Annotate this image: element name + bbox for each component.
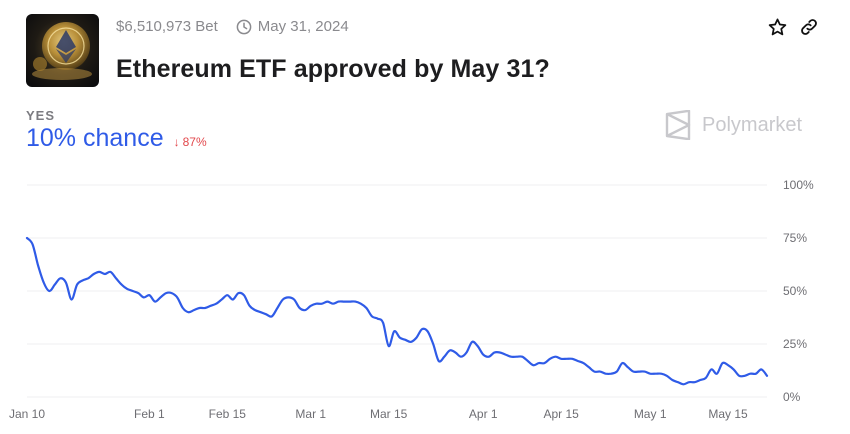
x-tick-label: Jan 10: [9, 407, 45, 421]
polymarket-logo-icon: [665, 110, 691, 140]
chance-row: 10% chance ↓ 87%: [26, 124, 207, 153]
brand-name: Polymarket: [702, 113, 803, 136]
end-date-text: May 31, 2024: [257, 18, 349, 35]
market-title: Ethereum ETF approved by May 31?: [116, 55, 550, 83]
x-tick-label: May 1: [634, 407, 667, 421]
ethereum-coin-icon: [26, 14, 99, 87]
x-tick-label: Feb 1: [134, 407, 165, 421]
clock-icon: [236, 19, 252, 34]
x-tick-label: Mar 1: [295, 407, 326, 421]
market-meta: $6,510,973 Bet May 31, 2024: [116, 18, 349, 35]
change-badge: ↓ 87%: [174, 135, 207, 149]
bookmark-button[interactable]: [766, 16, 788, 38]
brand-watermark: Polymarket: [664, 110, 802, 140]
market-thumbnail: [26, 14, 99, 87]
x-tick-label: Feb 15: [209, 407, 247, 421]
series-line: [25, 236, 769, 386]
arrow-down-icon: ↓: [173, 135, 180, 149]
x-tick-label: Apr 15: [543, 407, 579, 421]
y-tick-label: 75%: [783, 231, 807, 245]
change-value: 87%: [182, 135, 207, 149]
y-tick-label: 50%: [783, 284, 807, 298]
star-icon: [768, 18, 786, 35]
link-icon: [801, 19, 817, 35]
market-actions: [766, 16, 820, 38]
x-tick-label: Mar 15: [370, 407, 408, 421]
x-tick-label: Apr 1: [469, 407, 498, 421]
chance-value: 10% chance: [26, 124, 164, 152]
outcome-label: YES: [26, 108, 56, 123]
x-tick-label: May 15: [708, 407, 748, 421]
volume-text: $6,510,973 Bet: [116, 18, 218, 35]
y-tick-label: 25%: [783, 337, 807, 351]
copy-link-button[interactable]: [798, 16, 820, 38]
y-tick-label: 0%: [783, 390, 801, 404]
y-tick-label: 100%: [783, 178, 814, 192]
